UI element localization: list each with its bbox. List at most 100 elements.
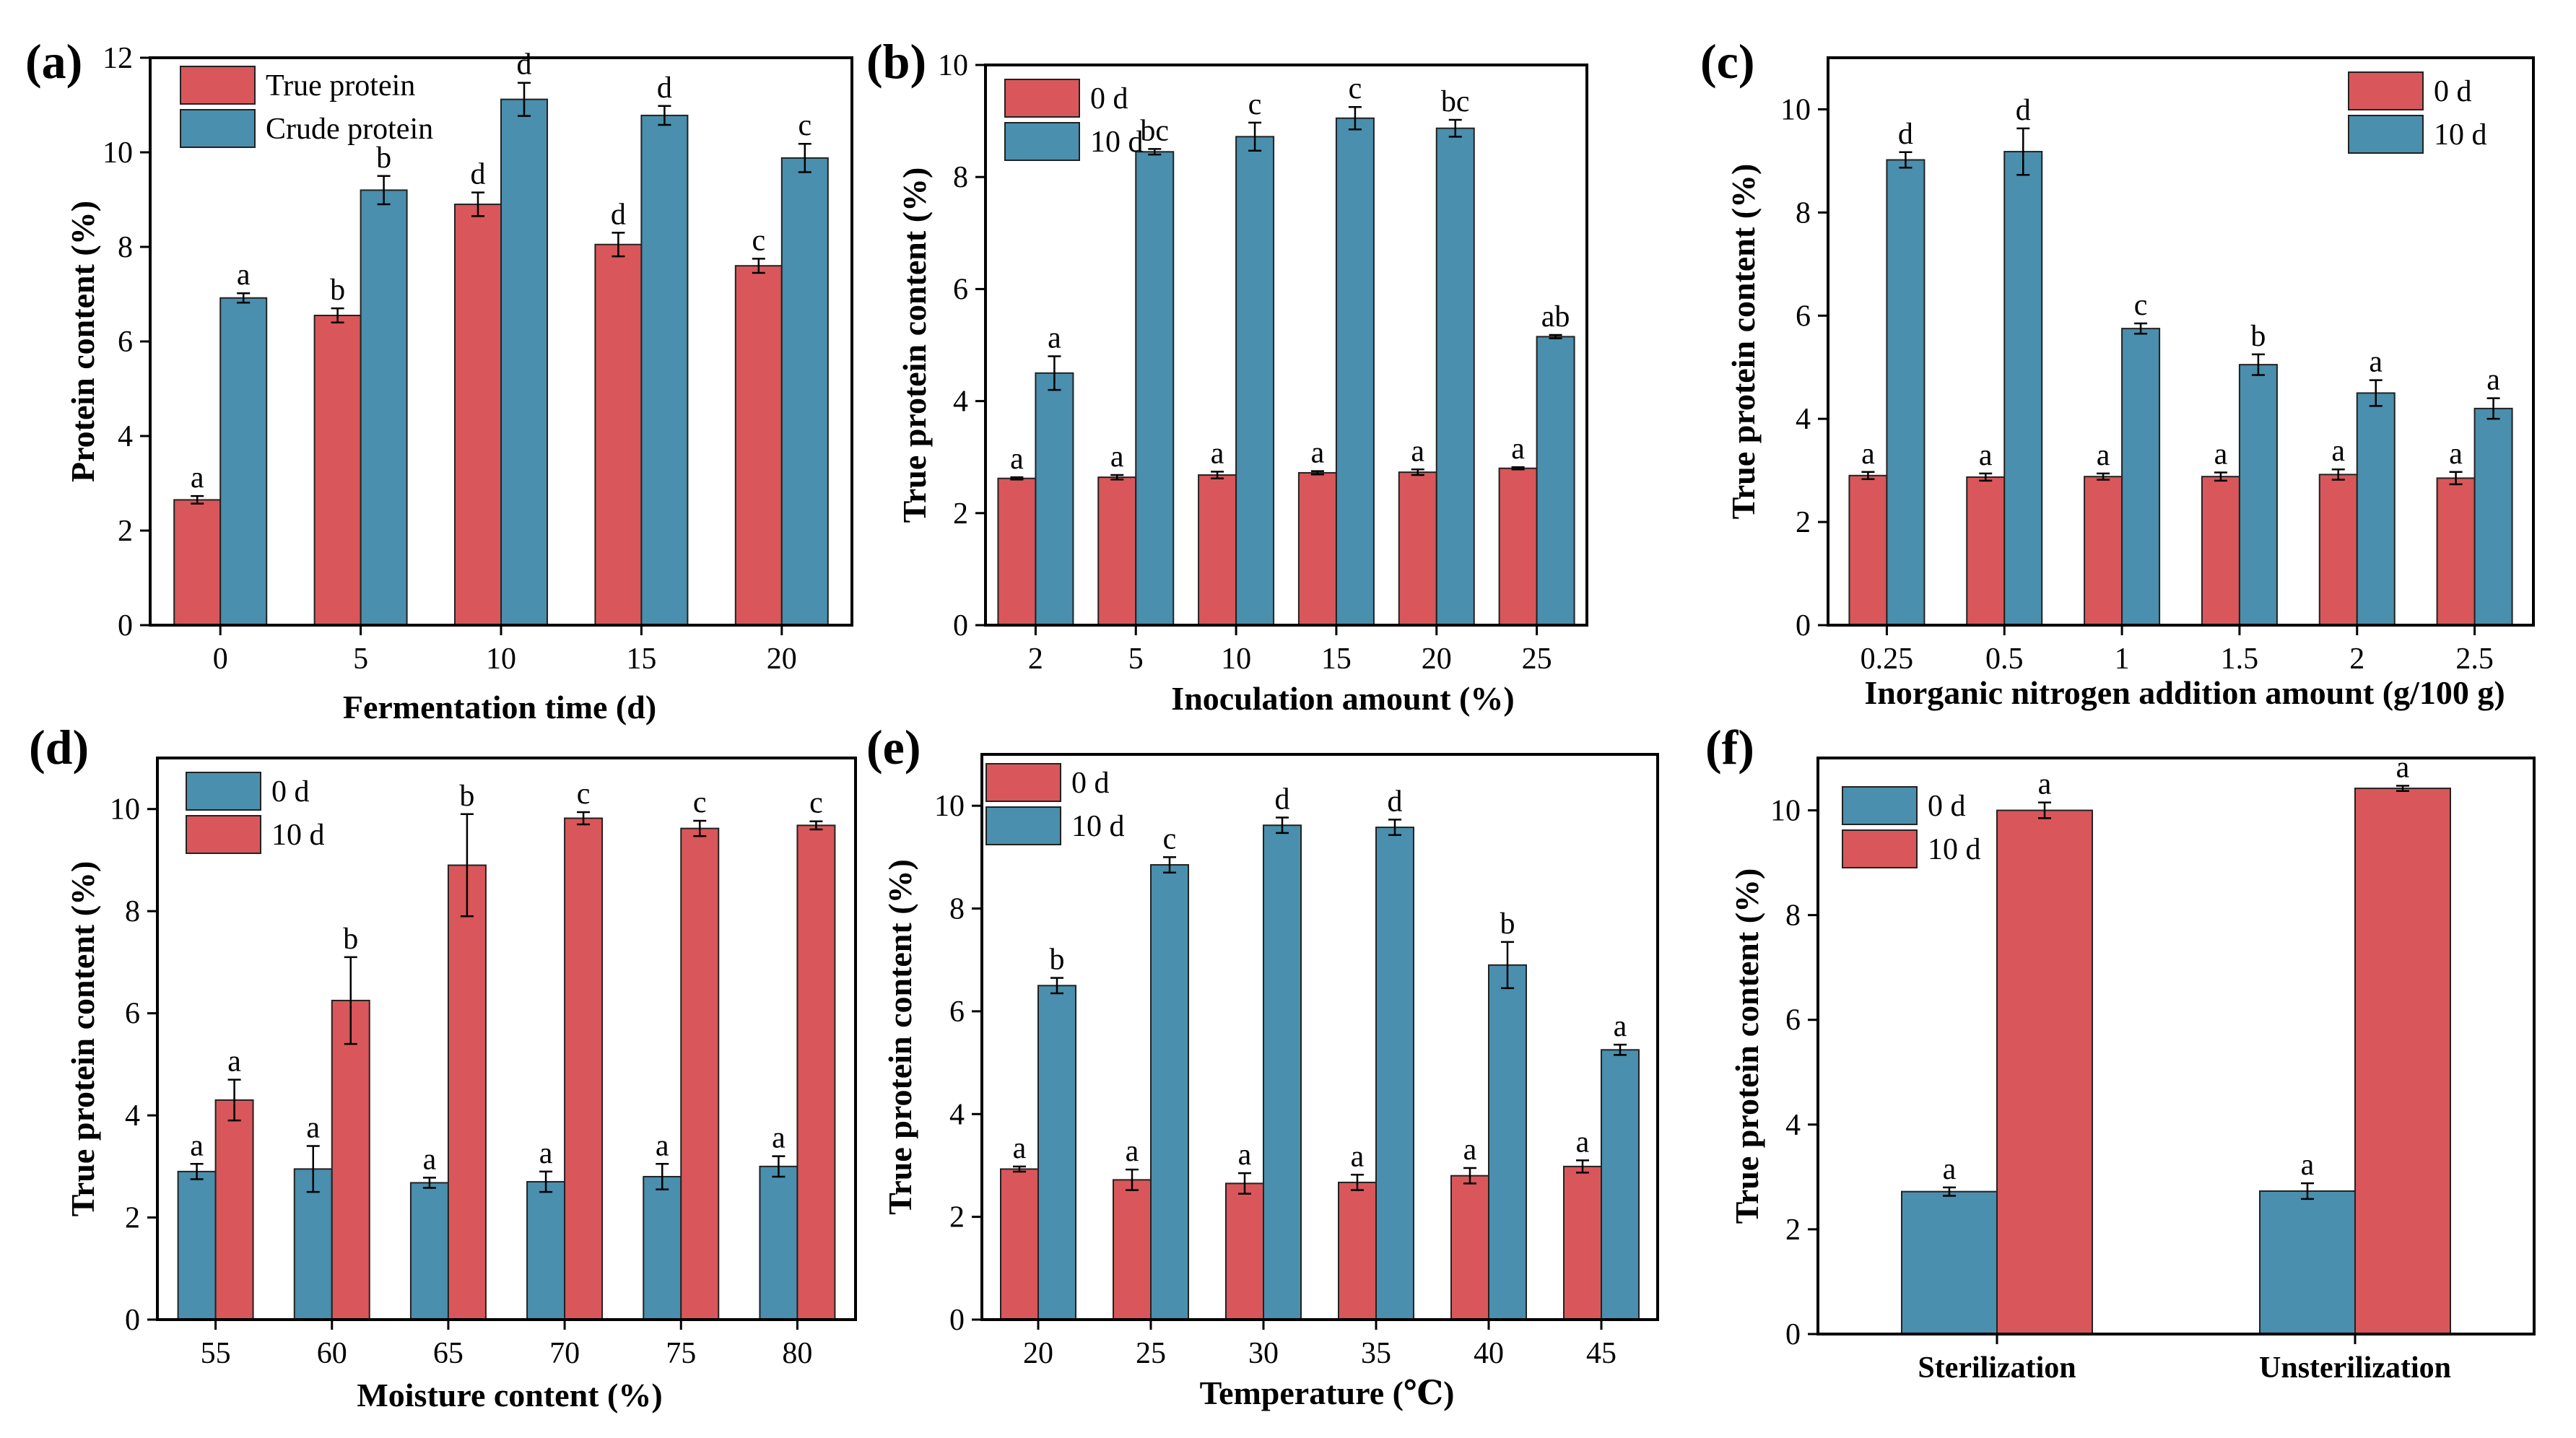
x-tick-label: 45 <box>1586 1337 1616 1370</box>
bar-0-d-1 <box>1901 1190 1998 1335</box>
bar-10-d-5 <box>2356 392 2396 626</box>
panel-label: (a) <box>25 34 82 89</box>
x-tick-label: 70 <box>549 1337 580 1370</box>
significance-label: bc <box>1441 85 1470 118</box>
legend-swatch <box>1004 79 1080 118</box>
error-bar <box>2396 785 2409 792</box>
bar-0-d-3 <box>1198 474 1237 626</box>
bar-0-d-1 <box>997 477 1037 626</box>
legend-label: 10 d <box>1090 126 1144 159</box>
significance-label: a <box>190 1129 204 1162</box>
bar-10-d-3 <box>1263 824 1302 1321</box>
significance-label: a <box>1943 1153 1957 1186</box>
error-bar <box>306 1145 320 1193</box>
y-tick-label: 10 <box>1780 93 1811 126</box>
bar-0-d-4 <box>2201 476 2240 627</box>
significance-label: d <box>517 48 532 82</box>
bar-0-d-2 <box>1966 476 2006 627</box>
bar-0-d-6 <box>2436 477 2476 627</box>
x-axis-title: Temperature (℃) <box>1200 1374 1455 1411</box>
legend: 0 d 10 d <box>2348 71 2487 154</box>
bar-0-d-2 <box>1113 1179 1152 1321</box>
x-tick-label: 15 <box>1321 642 1352 676</box>
significance-label: a <box>191 461 204 494</box>
significance-label: d <box>657 71 672 105</box>
x-axis-title: Inorganic nitrogen addition amount (g/10… <box>1864 674 2505 711</box>
significance-label: a <box>539 1137 553 1170</box>
legend-label: True protein <box>266 69 415 103</box>
legend-swatch <box>985 763 1061 802</box>
y-tick-label: 0 <box>1785 1318 1801 1351</box>
plot-frame <box>156 757 857 1321</box>
y-tick-label: 2 <box>125 1202 140 1235</box>
bar-0-d-1 <box>1000 1168 1039 1320</box>
error-bar <box>1501 941 1514 990</box>
significance-label: a <box>2301 1149 2315 1182</box>
y-tick-label: 10 <box>103 136 133 170</box>
significance-label: d <box>611 198 626 231</box>
bar-10-d-6 <box>2473 407 2513 627</box>
error-bar <box>1276 816 1289 835</box>
y-tick-label: 0 <box>1796 609 1811 642</box>
significance-label: ab <box>1541 300 1570 334</box>
bar-0-d-1 <box>177 1170 217 1320</box>
bar-0-d-4 <box>526 1181 566 1321</box>
significance-label: a <box>1238 1138 1252 1172</box>
bar-10-d-6 <box>796 824 836 1320</box>
error-bar <box>471 191 484 217</box>
error-bar <box>1110 474 1124 481</box>
chart-panel-6: (f) a a a a 0 2 4 6 8 10 Sterilization Unsterilizati… <box>1705 720 2536 1385</box>
error-bar <box>539 1170 553 1193</box>
error-bar <box>191 494 204 505</box>
error-bar <box>2301 1182 2314 1200</box>
error-bar <box>798 142 811 173</box>
bar-10-d-4 <box>2238 364 2278 626</box>
significance-label: a <box>2097 439 2110 472</box>
error-bar <box>1126 1168 1139 1191</box>
y-tick-label: 0 <box>118 609 133 642</box>
y-tick-label: 8 <box>125 895 140 928</box>
bar-0-d-4 <box>1297 471 1337 626</box>
error-bar <box>460 813 474 918</box>
significance-label: a <box>656 1129 669 1162</box>
legend: 0 d 10 d <box>186 772 325 854</box>
plot-frame <box>980 753 1659 1321</box>
x-tick-label: 2 <box>2349 642 2364 676</box>
x-axis-title: Fermentation time (d) <box>343 689 656 725</box>
error-bar <box>2449 471 2463 486</box>
significance-label: b <box>376 141 391 175</box>
panel-label: (e) <box>866 720 921 775</box>
x-tick-label: 25 <box>1522 642 1552 676</box>
legend-swatch <box>1842 829 1918 868</box>
y-tick-label: 4 <box>118 420 133 453</box>
significance-label: bc <box>1140 114 1169 147</box>
x-tick-label: 0.25 <box>1861 642 1914 676</box>
significance-label: a <box>1979 439 1993 472</box>
error-bar <box>1861 471 1875 481</box>
x-tick-label: 20 <box>1422 642 1452 676</box>
error-bar <box>190 1163 204 1180</box>
y-axis-title: True protein content (%) <box>896 167 933 523</box>
x-tick-label: 75 <box>666 1337 696 1370</box>
panel-label: (d) <box>29 720 89 775</box>
error-bar <box>1248 121 1262 152</box>
significance-label: c <box>798 109 811 142</box>
x-tick-label: 80 <box>782 1337 812 1370</box>
bar-0-d-2 <box>2259 1190 2356 1335</box>
bar-0-d-2 <box>1097 476 1137 626</box>
legend-label: 10 d <box>1928 833 1981 866</box>
significance-label: b <box>2250 320 2266 353</box>
bar-10-d-1 <box>1037 985 1076 1321</box>
error-bar <box>2097 472 2110 481</box>
y-tick-label: 0 <box>953 609 968 642</box>
error-bar <box>1979 472 1993 482</box>
legend-label: 0 d <box>2434 75 2472 108</box>
error-bar <box>1943 1186 1956 1197</box>
significance-label: a <box>1614 1010 1627 1043</box>
significance-label: a <box>1511 432 1525 466</box>
legend-label: 10 d <box>2434 118 2487 152</box>
error-bar <box>1388 819 1401 837</box>
error-bar <box>1348 105 1362 131</box>
x-tick-label: 20 <box>767 642 797 676</box>
bar-0-d-6 <box>1498 467 1538 626</box>
